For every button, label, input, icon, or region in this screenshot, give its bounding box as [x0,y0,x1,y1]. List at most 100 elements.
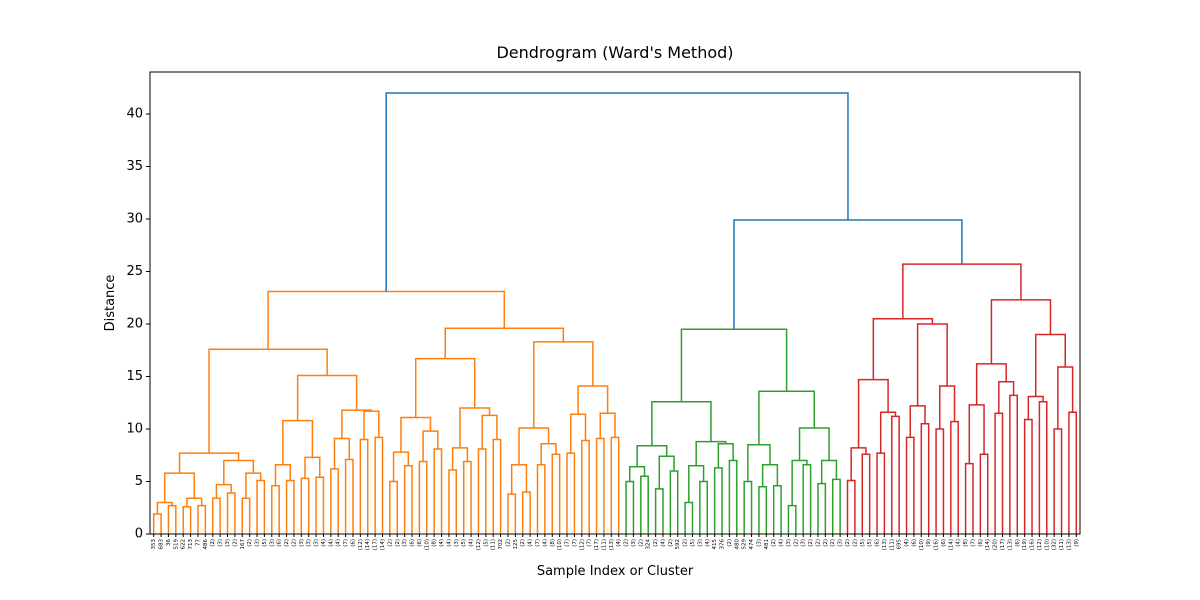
leaf-label: (4) [779,539,785,547]
leaf-label: (9) [1074,539,1080,547]
leaf-label: (14) [380,539,386,550]
leaf-label: (2) [852,539,858,547]
y-tick-label: 35 [126,159,143,174]
leaf-label: (2) [624,539,630,547]
leaf-label: (9) [926,539,932,547]
leaf-label: (8) [550,539,556,547]
leaf-label: (2) [291,539,297,547]
leaf-label: (2) [668,539,674,547]
leaf-label: (13) [609,539,615,550]
leaf-label: 167 [240,539,246,550]
leaf-label: (4) [660,539,666,547]
y-tick-label: 30 [126,212,143,227]
y-tick-label: 20 [126,317,143,332]
leaf-label: (2) [845,539,851,547]
y-tick-label: 5 [135,474,143,489]
leaf-label: (6) [941,539,947,547]
leaf-label: (2) [823,539,829,547]
leaf-label: (12) [1037,539,1043,550]
leaf-label: (12) [579,539,585,550]
y-tick-label: 0 [135,527,143,542]
leaf-label: (6) [1015,539,1021,547]
leaf-label: (2) [387,539,393,547]
leaf-label: (7) [343,539,349,547]
leaf-label: (16) [934,539,940,550]
links [152,92,1078,534]
y-tick-label: 10 [126,422,143,437]
leaf-label: (3) [306,539,312,547]
leaf-label: (2) [653,539,659,547]
leaf-label: (2) [247,539,253,547]
leaf-label: (13) [882,539,888,550]
leaf-label: (11) [889,539,895,550]
leaf-label: (14) [985,539,991,550]
leaf-label: (8) [963,539,969,547]
leaf-label: (5) [461,539,467,547]
leaf-label: (11) [1059,539,1065,550]
leaf-label: (6) [978,539,984,547]
leaf-label: (2) [284,539,290,547]
leaf-label: 324 [646,539,652,550]
y-tick-label: 40 [126,107,143,122]
leaf-label: 486 [203,539,209,550]
leaf-label: (3) [402,539,408,547]
leaf-label: (12) [476,539,482,550]
leaf-label: 481 [764,539,770,550]
leaf-label: (10) [1044,539,1050,550]
leaf-label: 702 [498,539,504,550]
leaf-label: (6) [417,539,423,547]
leaf-label: (13) [1007,539,1013,550]
leaf-label: (3) [801,539,807,547]
leaf-label: (2) [683,539,689,547]
leaf-label: 713 [188,539,194,550]
leaf-label: (19) [1022,539,1028,550]
leaf-label: (2) [815,539,821,547]
leaf-label: (17) [373,539,379,550]
leaf-label: (3) [269,539,275,547]
leaf-label: (10) [424,539,430,550]
leaf-label: (8) [432,539,438,547]
leaf-label: 36 [166,539,172,546]
leaf-label: (4) [528,539,534,547]
leaf-label: (4) [705,539,711,547]
leaf-label: (3) [786,539,792,547]
leaf-label: (17) [594,539,600,550]
y-tick-label: 25 [126,264,143,279]
leaf-label: (4) [542,539,548,547]
leaf-label: (4) [328,539,334,547]
leaf-label: 622 [181,539,187,550]
leaf-label: (20) [993,539,999,550]
y-tick-label: 15 [126,369,143,384]
leaf-label: (3) [697,539,703,547]
leaf-label: (10) [919,539,925,550]
leaf-label: (2) [210,539,216,547]
leaf-label: (6) [911,539,917,547]
link [385,92,849,292]
leaf-label: (2) [830,539,836,547]
leaf-label: (32) [1052,539,1058,550]
leaf-label: (3) [838,539,844,547]
leaf-label: 474 [749,539,755,550]
leaf-label: (17) [1000,539,1006,550]
leaf-label: (3) [225,539,231,547]
leaf-label: 480 [734,539,740,550]
leaf-label: (4) [446,539,452,547]
leaf-label: 353 [151,539,157,550]
leaf-label: (3) [255,539,261,547]
leaf-label: (7) [587,539,593,547]
leaf-label: (12) [358,539,364,550]
leaf-label: (4) [616,539,622,547]
chart-title: Dendrogram (Ward's Method) [496,43,733,62]
leaf-label: (10) [557,539,563,550]
leaf-label: (4) [321,539,327,547]
leaf-label: 695 [897,539,903,550]
leaf-label: (3) [314,539,320,547]
leaf-label: (4) [956,539,962,547]
leaf-label: (6) [875,539,881,547]
leaf-label: (11) [601,539,607,550]
leaf-label: (3) [454,539,460,547]
leaf-label: 592 [675,539,681,550]
leaf-label: (5) [860,539,866,547]
leaf-label: (2) [771,539,777,547]
